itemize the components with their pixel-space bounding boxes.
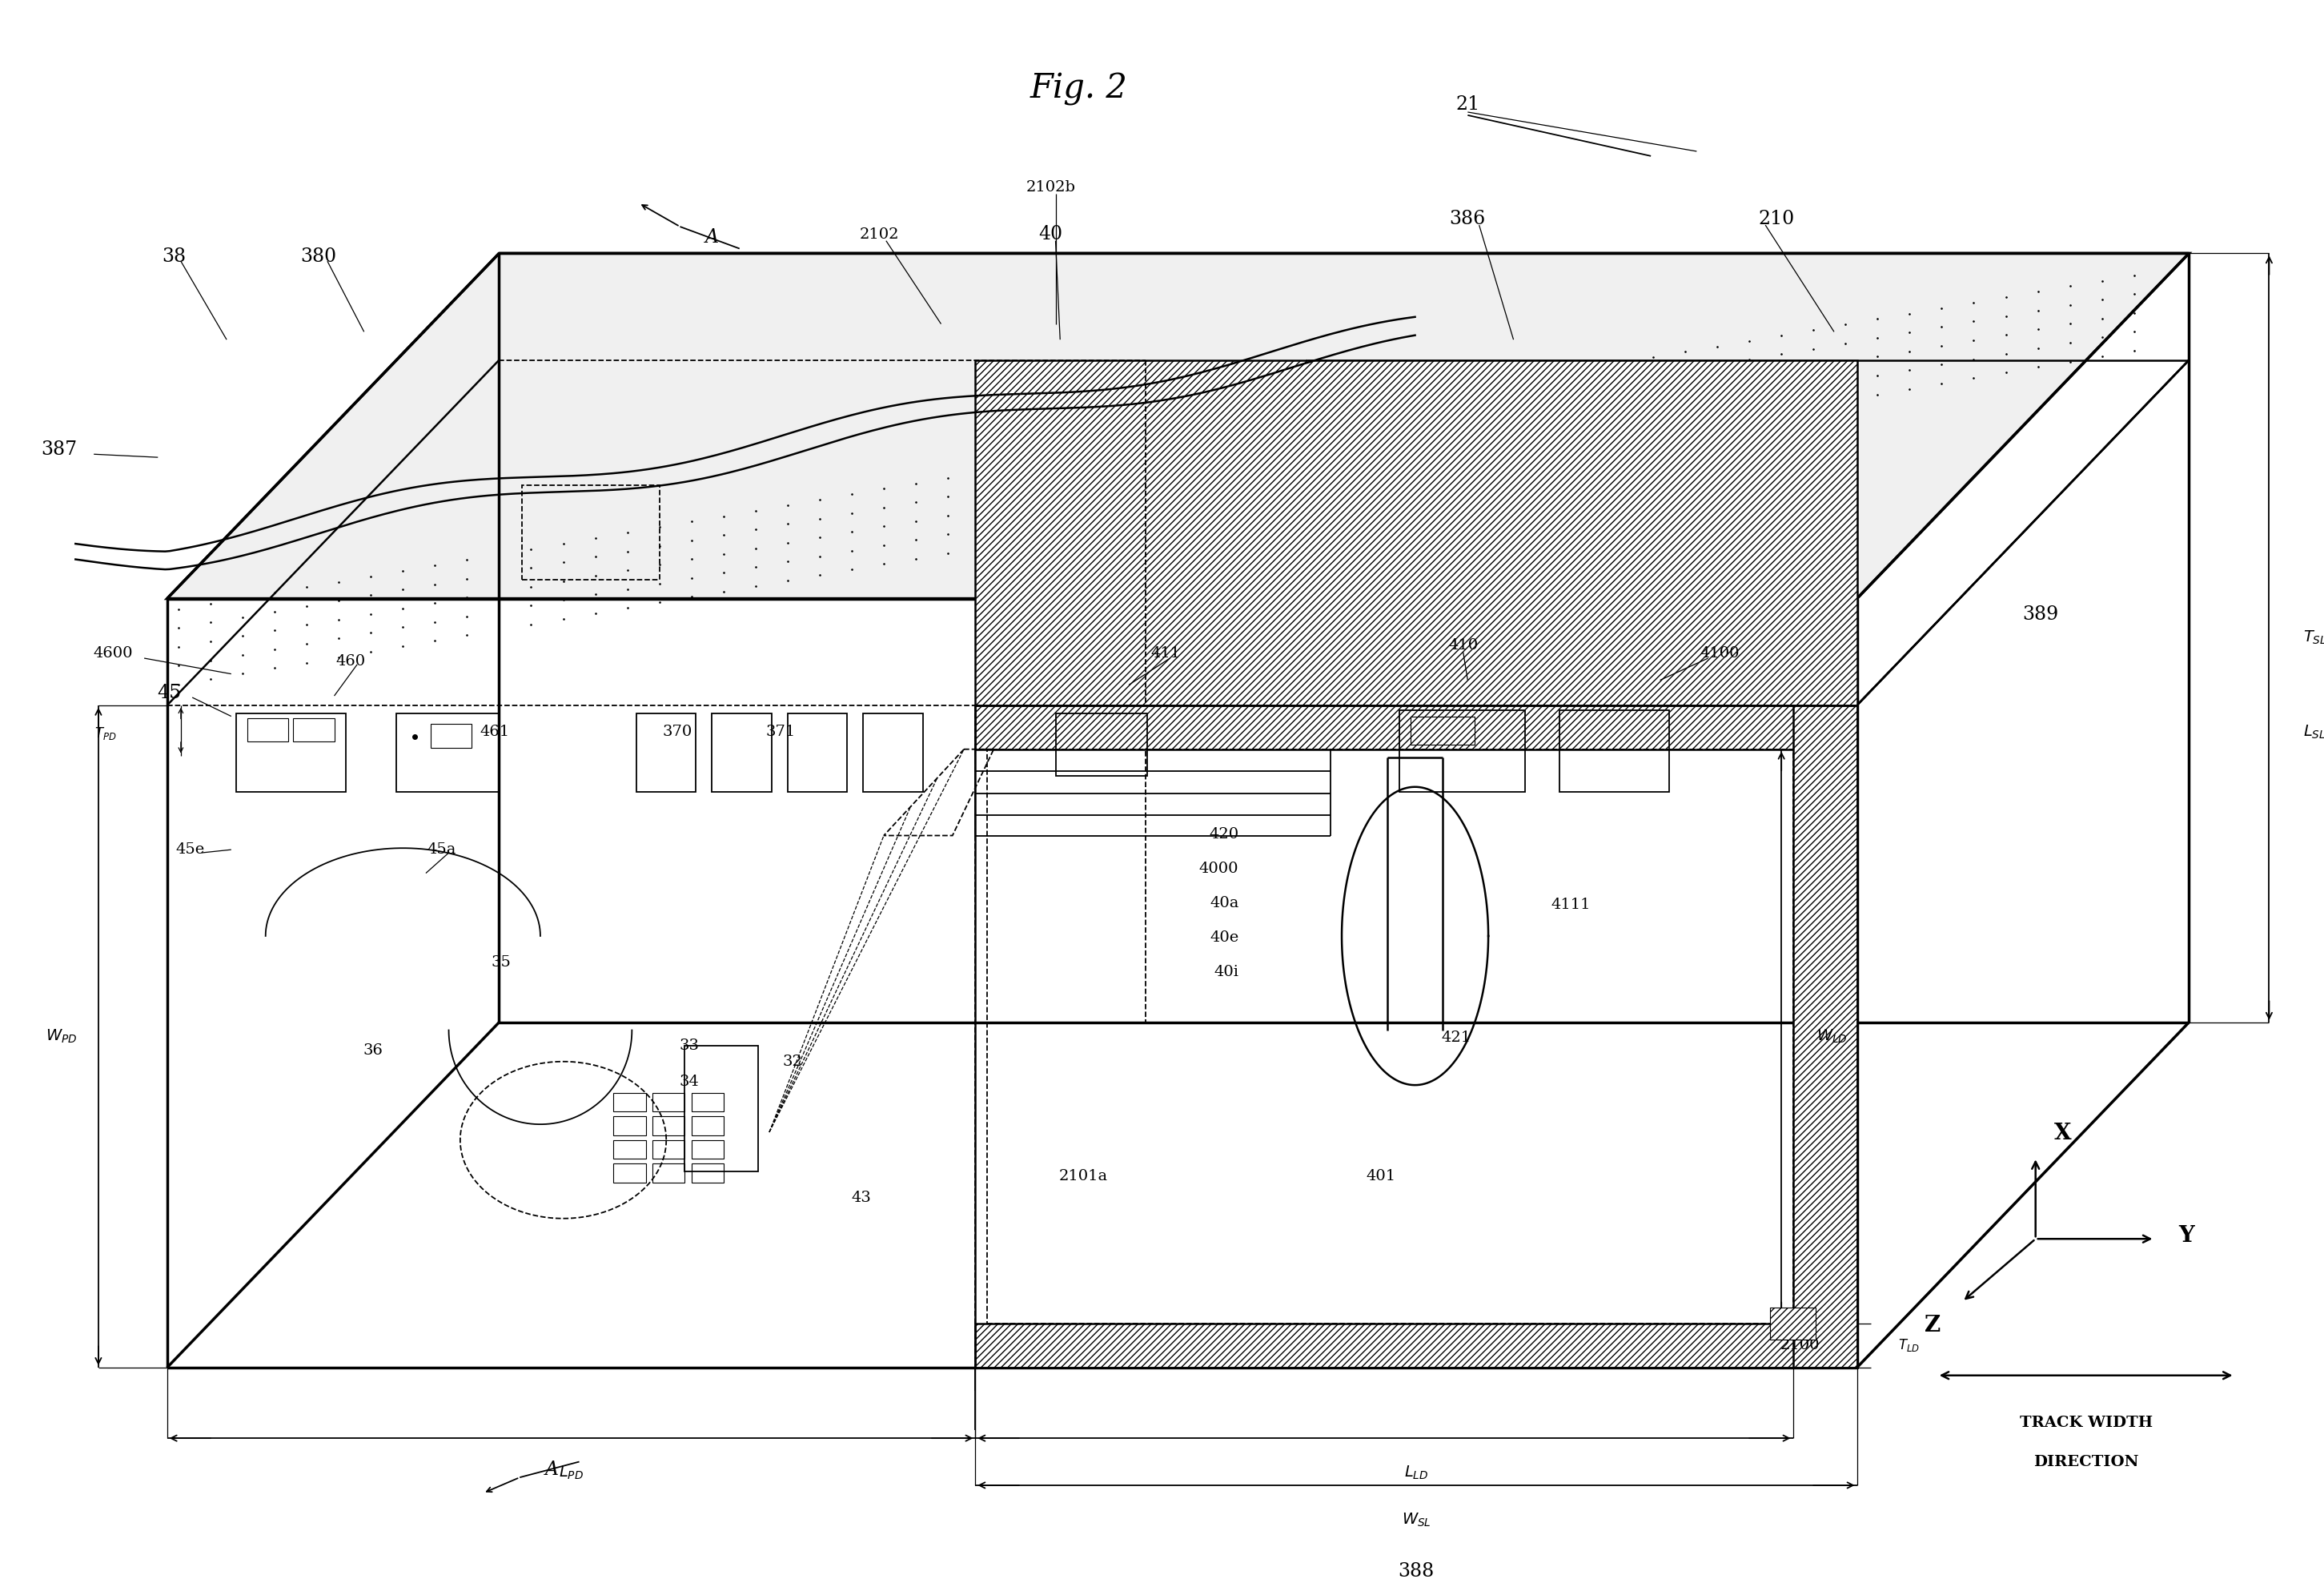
Text: 401: 401	[1367, 1168, 1394, 1184]
Text: $T_{LD}$: $T_{LD}$	[1899, 1338, 1920, 1353]
Text: 40: 40	[1039, 225, 1062, 244]
Text: TRACK WIDTH: TRACK WIDTH	[2020, 1415, 2152, 1429]
Bar	[653, 1116, 686, 1135]
Bar	[1399, 711, 1525, 792]
Text: 21: 21	[1455, 95, 1480, 114]
Bar	[235, 712, 346, 792]
Text: 386: 386	[1450, 209, 1485, 228]
Text: $L_{SL}$: $L_{SL}$	[2303, 723, 2324, 741]
Bar	[637, 712, 695, 792]
Bar	[653, 1140, 686, 1159]
Bar	[693, 1116, 723, 1135]
Text: 40a: 40a	[1208, 896, 1239, 910]
Text: 2101a: 2101a	[1057, 1168, 1109, 1184]
Text: $W_{PD}$: $W_{PD}$	[46, 1027, 77, 1045]
Text: $L_{LD}$: $L_{LD}$	[1404, 1464, 1429, 1482]
Bar	[976, 359, 1857, 706]
Bar	[653, 1092, 686, 1111]
Text: $T_{SL}$: $T_{SL}$	[2303, 630, 2324, 646]
Bar	[246, 717, 288, 741]
Text: 45a: 45a	[428, 842, 456, 856]
Bar	[988, 749, 1792, 1323]
Bar	[976, 1323, 1857, 1368]
Text: 4000: 4000	[1199, 861, 1239, 875]
Bar	[614, 1164, 646, 1183]
Text: 411: 411	[1150, 646, 1181, 660]
Bar	[862, 712, 923, 792]
Text: X: X	[2054, 1122, 2071, 1145]
Text: 389: 389	[2022, 605, 2059, 624]
Text: A: A	[704, 228, 718, 247]
Bar	[1411, 716, 1473, 744]
Bar	[693, 1164, 723, 1183]
Text: 38: 38	[163, 247, 186, 266]
Text: 2100: 2100	[1780, 1338, 1820, 1353]
Text: 45e: 45e	[177, 842, 205, 856]
Text: 388: 388	[1399, 1562, 1434, 1581]
Text: $W_{SL}$: $W_{SL}$	[1401, 1512, 1432, 1528]
Text: 32: 32	[783, 1054, 802, 1069]
Text: 35: 35	[490, 956, 511, 970]
Text: $L_{PD}$: $L_{PD}$	[558, 1464, 583, 1482]
Text: 34: 34	[679, 1075, 700, 1089]
Text: 4600: 4600	[93, 646, 132, 660]
Bar	[711, 712, 772, 792]
Text: DIRECTION: DIRECTION	[2033, 1455, 2138, 1469]
Bar	[693, 1092, 723, 1111]
Text: 2102: 2102	[860, 228, 899, 242]
Bar	[1559, 711, 1669, 792]
Text: Fig. 2: Fig. 2	[1030, 71, 1127, 106]
Bar	[430, 723, 472, 747]
Text: 2102b: 2102b	[1027, 180, 1076, 195]
Bar	[1771, 1308, 1815, 1339]
Text: 45: 45	[156, 684, 181, 701]
Text: 380: 380	[300, 247, 337, 266]
Text: 43: 43	[851, 1190, 872, 1205]
Text: $T_{PD}$: $T_{PD}$	[95, 725, 116, 741]
Bar	[614, 1140, 646, 1159]
Bar	[976, 706, 1857, 1368]
Text: 461: 461	[479, 725, 509, 739]
Bar	[614, 1116, 646, 1135]
Text: 4100: 4100	[1699, 646, 1738, 660]
Bar	[293, 717, 335, 741]
Bar	[523, 486, 660, 579]
Text: 370: 370	[662, 725, 693, 739]
Text: 40e: 40e	[1211, 931, 1239, 945]
Text: A: A	[544, 1461, 558, 1479]
Bar	[614, 1092, 646, 1111]
Text: 371: 371	[767, 725, 795, 739]
Text: 421: 421	[1441, 1031, 1471, 1045]
Bar	[653, 1164, 686, 1183]
Bar	[788, 712, 848, 792]
Text: 460: 460	[335, 654, 365, 668]
Text: 410: 410	[1448, 638, 1478, 652]
Bar	[1055, 712, 1148, 776]
Bar	[693, 1140, 723, 1159]
Text: Y: Y	[2180, 1225, 2194, 1246]
Bar	[1792, 706, 1857, 1368]
Text: 40i: 40i	[1213, 966, 1239, 980]
Polygon shape	[167, 253, 2189, 598]
Bar	[395, 712, 500, 792]
Text: 387: 387	[42, 440, 77, 459]
Bar	[976, 706, 1857, 749]
Text: 36: 36	[363, 1043, 383, 1057]
Text: 420: 420	[1208, 826, 1239, 841]
Text: Z: Z	[1924, 1314, 1941, 1336]
Text: 210: 210	[1759, 209, 1794, 228]
Bar	[686, 1046, 758, 1171]
Text: $W_{LD}$: $W_{LD}$	[1817, 1027, 1848, 1045]
Text: 4111: 4111	[1550, 898, 1590, 912]
Text: 33: 33	[679, 1038, 700, 1053]
